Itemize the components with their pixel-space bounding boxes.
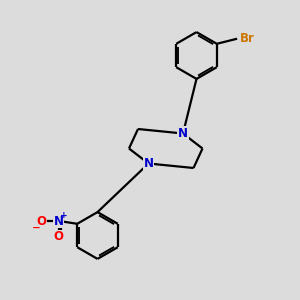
Text: O: O: [36, 215, 46, 228]
Text: N: N: [178, 127, 188, 140]
Text: N: N: [143, 157, 154, 170]
Text: N: N: [54, 215, 64, 228]
Text: O: O: [54, 230, 64, 244]
Text: −: −: [32, 222, 40, 233]
Text: +: +: [60, 211, 68, 220]
Text: Br: Br: [239, 32, 254, 45]
